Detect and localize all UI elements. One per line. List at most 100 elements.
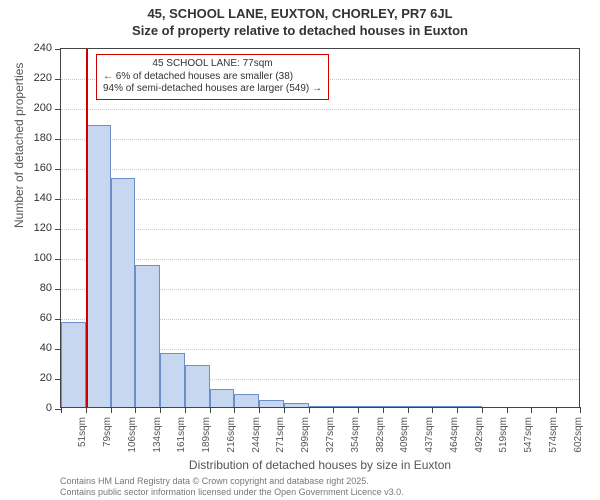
histogram-bar [135,265,160,408]
y-tick [55,169,61,170]
histogram-bar [383,406,408,408]
y-tick-label: 220 [22,72,52,84]
histogram-bar [160,353,185,407]
x-tick-label: 189sqm [201,417,212,453]
y-tick-label: 180 [22,132,52,144]
x-tick-label: 134sqm [152,417,163,453]
x-tick-label: 244sqm [251,417,262,453]
x-tick [482,407,483,413]
x-tick [333,407,334,413]
y-tick-label: 140 [22,192,52,204]
footer-line-1: Contains HM Land Registry data © Crown c… [60,476,404,487]
histogram-bar [210,389,235,407]
y-tick-label: 160 [22,162,52,174]
grid-line [61,259,579,260]
x-tick [185,407,186,413]
x-tick-label: 519sqm [498,417,509,453]
x-tick [457,407,458,413]
x-tick [383,407,384,413]
grid-line [61,199,579,200]
grid-line [61,139,579,140]
property-marker-line [86,49,88,407]
x-tick [234,407,235,413]
x-tick [61,407,62,413]
x-tick-label: 216sqm [226,417,237,453]
histogram-bar [284,403,309,408]
x-tick-label: 464sqm [449,417,460,453]
histogram-bar [185,365,210,407]
chart-title-sub: Size of property relative to detached ho… [0,23,600,38]
histogram-bar [457,406,482,408]
info-box-line: 94% of semi-detached houses are larger (… [103,83,322,96]
histogram-bar [333,406,358,408]
grid-line [61,169,579,170]
x-tick [135,407,136,413]
x-tick [111,407,112,413]
y-tick [55,319,61,320]
x-tick-label: 106sqm [127,417,138,453]
info-box-line: 45 SCHOOL LANE: 77sqm [103,58,322,71]
y-tick-label: 40 [22,342,52,354]
y-tick-label: 80 [22,282,52,294]
histogram-bar [111,178,136,408]
x-tick [160,407,161,413]
x-tick [210,407,211,413]
y-tick [55,259,61,260]
x-tick [259,407,260,413]
histogram-bar [358,406,383,408]
chart-title-main: 45, SCHOOL LANE, EUXTON, CHORLEY, PR7 6J… [0,6,600,21]
y-tick [55,289,61,290]
histogram-bar [61,322,86,408]
histogram-bar [86,125,111,407]
x-axis-label: Distribution of detached houses by size … [60,458,580,472]
x-tick-label: 354sqm [350,417,361,453]
x-tick [507,407,508,413]
x-tick [86,407,87,413]
x-tick-label: 409sqm [399,417,410,453]
property-info-box: 45 SCHOOL LANE: 77sqm← 6% of detached ho… [96,54,329,100]
y-tick-label: 240 [22,42,52,54]
y-tick-label: 60 [22,312,52,324]
y-tick-label: 20 [22,372,52,384]
x-tick-label: 79sqm [102,417,113,447]
grid-line [61,229,579,230]
x-tick [309,407,310,413]
y-tick [55,79,61,80]
y-tick [55,109,61,110]
x-tick-label: 382sqm [375,417,386,453]
x-tick-label: 271sqm [275,417,286,453]
histogram-bar [259,400,284,408]
histogram-bar [309,406,334,408]
x-tick-label: 161sqm [176,417,187,453]
chart-title-block: 45, SCHOOL LANE, EUXTON, CHORLEY, PR7 6J… [0,0,600,38]
info-box-line: ← 6% of detached houses are smaller (38) [103,71,322,84]
histogram-bar [234,394,259,408]
y-tick-label: 0 [22,402,52,414]
x-tick-label: 492sqm [474,417,485,453]
histogram-bar [408,406,433,408]
x-tick-label: 574sqm [548,417,559,453]
x-tick-label: 602sqm [573,417,584,453]
y-tick-label: 100 [22,252,52,264]
footer-attribution: Contains HM Land Registry data © Crown c… [60,476,404,498]
y-tick [55,199,61,200]
y-tick [55,139,61,140]
x-tick [408,407,409,413]
x-tick [432,407,433,413]
x-tick [531,407,532,413]
y-tick-label: 200 [22,102,52,114]
x-tick-label: 547sqm [523,417,534,453]
y-tick [55,49,61,50]
plot-region: 51sqm79sqm106sqm134sqm161sqm189sqm216sqm… [60,48,580,408]
x-tick [556,407,557,413]
y-tick-label: 120 [22,222,52,234]
x-tick-label: 51sqm [77,417,88,447]
histogram-bar [432,406,457,408]
footer-line-2: Contains public sector information licen… [60,487,404,498]
x-tick-label: 327sqm [325,417,336,453]
x-tick [358,407,359,413]
chart-area: 51sqm79sqm106sqm134sqm161sqm189sqm216sqm… [60,48,580,408]
x-tick-label: 437sqm [424,417,435,453]
x-tick [284,407,285,413]
x-tick-label: 299sqm [300,417,311,453]
